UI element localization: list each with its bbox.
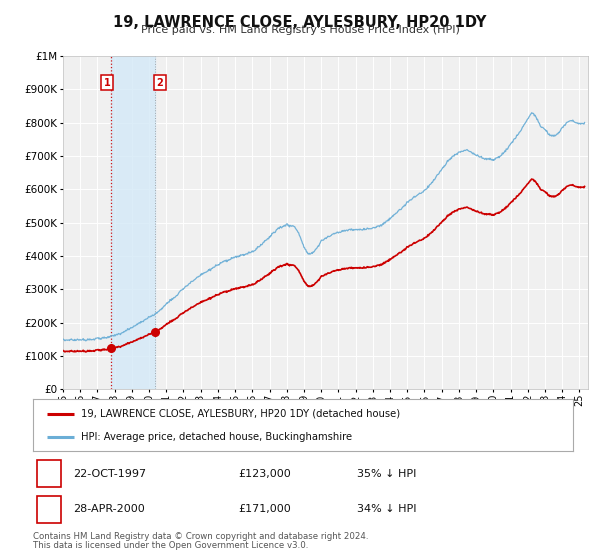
Text: 34% ↓ HPI: 34% ↓ HPI bbox=[357, 504, 416, 514]
FancyBboxPatch shape bbox=[37, 460, 61, 487]
Text: 1: 1 bbox=[104, 78, 110, 88]
Text: 1: 1 bbox=[46, 469, 53, 479]
Text: 2: 2 bbox=[46, 504, 53, 514]
Text: HPI: Average price, detached house, Buckinghamshire: HPI: Average price, detached house, Buck… bbox=[80, 432, 352, 442]
Text: 19, LAWRENCE CLOSE, AYLESBURY, HP20 1DY: 19, LAWRENCE CLOSE, AYLESBURY, HP20 1DY bbox=[113, 15, 487, 30]
Text: 19, LAWRENCE CLOSE, AYLESBURY, HP20 1DY (detached house): 19, LAWRENCE CLOSE, AYLESBURY, HP20 1DY … bbox=[80, 409, 400, 419]
Text: 2: 2 bbox=[157, 78, 163, 88]
Bar bbox=[112, 56, 155, 389]
Text: £123,000: £123,000 bbox=[238, 469, 291, 479]
Text: 28-APR-2000: 28-APR-2000 bbox=[74, 504, 145, 514]
Text: This data is licensed under the Open Government Licence v3.0.: This data is licensed under the Open Gov… bbox=[33, 541, 308, 550]
FancyBboxPatch shape bbox=[37, 496, 61, 522]
Text: 35% ↓ HPI: 35% ↓ HPI bbox=[357, 469, 416, 479]
Text: £171,000: £171,000 bbox=[238, 504, 291, 514]
Text: Price paid vs. HM Land Registry's House Price Index (HPI): Price paid vs. HM Land Registry's House … bbox=[140, 25, 460, 35]
Text: Contains HM Land Registry data © Crown copyright and database right 2024.: Contains HM Land Registry data © Crown c… bbox=[33, 532, 368, 541]
Text: 22-OCT-1997: 22-OCT-1997 bbox=[74, 469, 146, 479]
